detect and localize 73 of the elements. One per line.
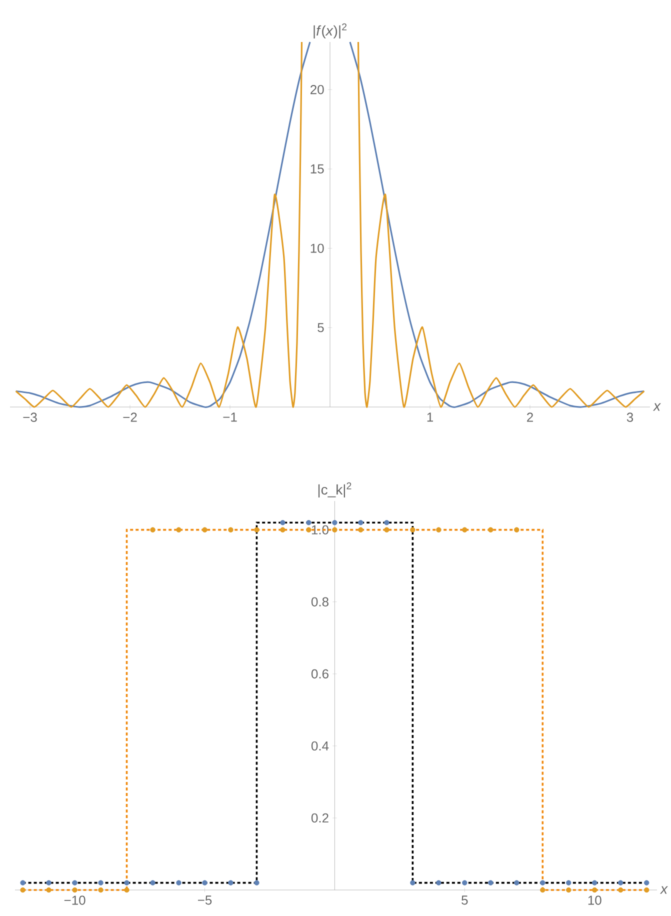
- point: [280, 527, 286, 532]
- point: [72, 880, 78, 886]
- point: [436, 880, 442, 886]
- point: [150, 880, 156, 886]
- y-tick-label: 10: [310, 244, 324, 253]
- point: [514, 880, 520, 886]
- point: [462, 880, 468, 886]
- y-tick-label: 0.8: [311, 597, 328, 606]
- point: [20, 880, 26, 886]
- point: [280, 520, 286, 526]
- x-tick-label: 3: [626, 412, 634, 422]
- x-tick-label: 2: [527, 412, 533, 422]
- point: [358, 527, 364, 532]
- point: [488, 527, 494, 532]
- point: [150, 527, 156, 532]
- y-axis-title: |c_k|$^{2}$: [318, 482, 352, 498]
- point: [592, 880, 598, 886]
- point: [644, 880, 650, 886]
- point: [540, 880, 546, 886]
- y-tick-label: 15: [310, 164, 324, 174]
- point: [254, 880, 260, 886]
- x-tick-label: −5: [198, 896, 212, 905]
- point: [410, 527, 416, 532]
- point: [20, 887, 26, 893]
- point: [202, 527, 208, 532]
- point: [436, 527, 442, 532]
- point: [254, 527, 260, 532]
- point: [462, 527, 468, 532]
- point: [644, 887, 650, 893]
- y-tick-label: 0.6: [311, 669, 328, 678]
- point: [332, 520, 338, 526]
- y-tick-label: 20: [310, 85, 324, 94]
- point: [384, 527, 390, 532]
- point: [306, 520, 312, 526]
- point: [176, 880, 182, 886]
- y-tick-label: 0.2: [311, 813, 328, 823]
- point: [566, 887, 572, 893]
- x-axis-title: x: [652, 403, 661, 411]
- point: [410, 880, 416, 886]
- point: [176, 527, 182, 532]
- point: [46, 887, 52, 893]
- point: [332, 527, 338, 532]
- point: [592, 887, 598, 893]
- x-tick-label: 10: [588, 896, 602, 905]
- point: [618, 880, 624, 886]
- x-tick-label: −2: [123, 412, 137, 422]
- y-tick-label: 0.4: [311, 741, 329, 751]
- point: [306, 527, 312, 532]
- point: [514, 527, 520, 532]
- point: [384, 520, 390, 526]
- point: [228, 527, 234, 532]
- point: [98, 880, 104, 886]
- y-tick-label: 1.0: [312, 525, 329, 534]
- point: [202, 880, 208, 886]
- point: [228, 880, 234, 886]
- x-tick-label: −10: [64, 896, 86, 905]
- point: [72, 887, 78, 893]
- point: [46, 880, 52, 886]
- point: [98, 887, 104, 893]
- x-tick-label: 1: [427, 412, 433, 422]
- y-tick-label: 5: [318, 323, 324, 332]
- y-axis-title: |f(x)|$^{2}$: [314, 23, 347, 38]
- point: [124, 880, 130, 886]
- point: [124, 887, 130, 893]
- x-tick-label: −1: [223, 412, 237, 422]
- point: [540, 887, 546, 893]
- point: [566, 880, 572, 886]
- x-tick-label: 5: [462, 896, 468, 905]
- point: [358, 520, 364, 526]
- point: [618, 887, 624, 893]
- x-tick-label: −3: [23, 412, 37, 422]
- point: [488, 880, 494, 886]
- x-axis-title: x: [660, 886, 668, 894]
